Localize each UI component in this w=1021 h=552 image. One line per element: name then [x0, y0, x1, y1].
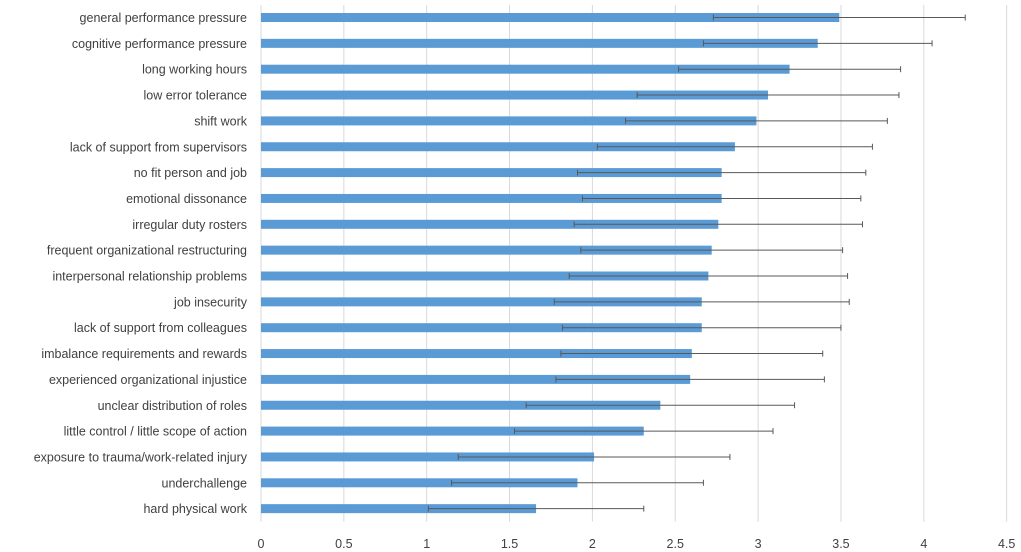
x-axis-tick-labels: 0 0.5 1 1.5 2 2.5 3 3.5 4 4.5: [258, 537, 1016, 551]
category-label: low error tolerance: [143, 89, 247, 103]
bar: [261, 38, 818, 48]
category-label: unclear distribution of roles: [98, 399, 247, 413]
bar: [261, 245, 712, 255]
bar: [261, 13, 840, 22]
bar: [261, 323, 702, 333]
category-label: hard physical work: [143, 502, 247, 516]
bar: [261, 116, 757, 126]
bar: [261, 452, 595, 462]
category-label: shift work: [194, 114, 248, 128]
gridlines: [260, 5, 1008, 522]
x-tick-label: 4.5: [998, 537, 1015, 551]
bar: [261, 374, 691, 384]
category-label: experienced organizational injustice: [49, 373, 247, 387]
category-label: long working hours: [142, 63, 247, 77]
category-label: little control / little scope of action: [64, 425, 247, 439]
bar: [261, 64, 790, 74]
x-tick-label: 2: [589, 537, 596, 551]
x-tick-label: 3.5: [832, 537, 849, 551]
category-labels: general performance pressure cognitive pe…: [34, 11, 248, 516]
bar: [261, 142, 735, 152]
bar: [261, 168, 722, 178]
category-label: emotional dissonance: [126, 192, 247, 206]
category-label: interpersonal relationship problems: [52, 270, 247, 284]
x-tick-label: 0: [258, 537, 265, 551]
category-label: job insecurity: [173, 295, 248, 309]
x-tick-label: 1: [423, 537, 430, 551]
category-label: irregular duty rosters: [132, 218, 247, 232]
bar: [261, 504, 537, 514]
bar: [261, 271, 709, 281]
bar: [261, 349, 692, 359]
category-label: lack of support from supervisors: [70, 140, 247, 154]
bar: [261, 219, 719, 229]
x-tick-label: 1.5: [501, 537, 518, 551]
bar: [261, 426, 644, 436]
x-tick-label: 4: [920, 537, 927, 551]
x-tick-label: 0.5: [335, 537, 352, 551]
x-tick-label: 3: [755, 537, 762, 551]
category-label: general performance pressure: [80, 11, 247, 25]
category-label: underchallenge: [162, 476, 248, 490]
error-bars: [427, 14, 966, 512]
bar: [261, 193, 722, 203]
category-label: lack of support from colleagues: [74, 321, 247, 335]
bar: [261, 400, 661, 410]
category-label: cognitive performance pressure: [72, 37, 247, 51]
category-label: imbalance requirements and rewards: [41, 347, 247, 361]
bar: [261, 90, 769, 100]
category-label: frequent organizational restructuring: [47, 244, 247, 258]
bar: [261, 297, 702, 307]
category-label: no fit person and job: [134, 166, 247, 180]
bar: [261, 478, 578, 488]
category-label: exposure to trauma/work-related injury: [34, 450, 248, 464]
x-tick-label: 2.5: [667, 537, 684, 551]
bars: [261, 13, 840, 514]
